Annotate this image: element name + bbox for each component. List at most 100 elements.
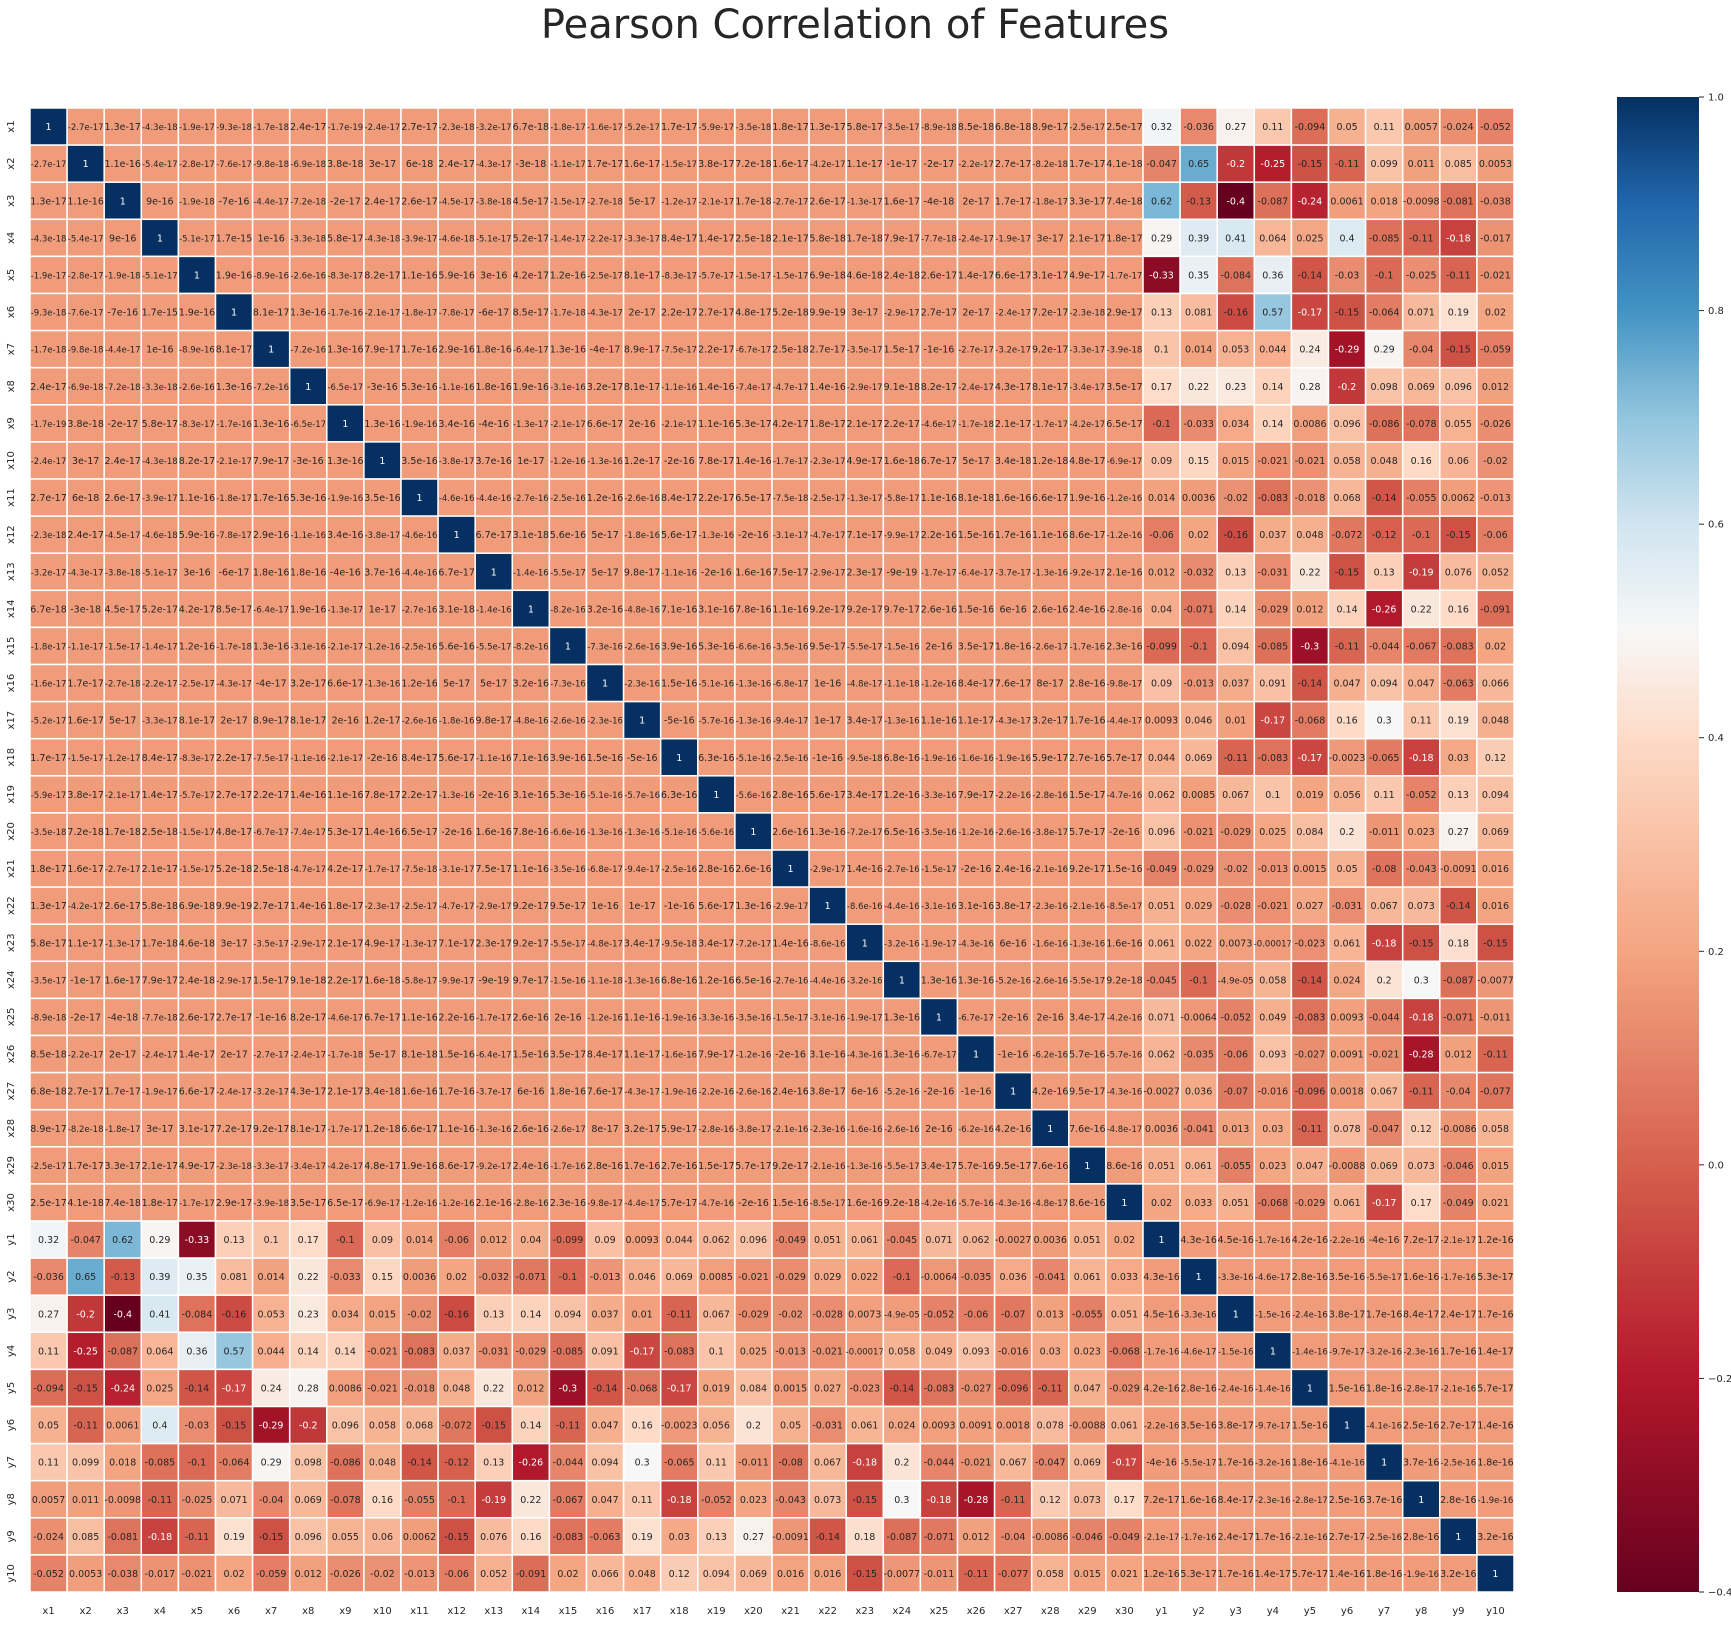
heatmap-cell-x22-x26 — [956, 886, 996, 925]
cell-value-label: -2.3e-17 — [365, 902, 401, 912]
heatmap-cell-x2-y2 — [1179, 144, 1218, 183]
heatmap-cell-x19-x15 — [548, 775, 588, 814]
heatmap-cell-x4-x11 — [400, 218, 439, 258]
heatmap-cell-x21-x8 — [288, 849, 328, 888]
cell-value-label: -0.14 — [593, 1383, 618, 1394]
cell-value-label: -4e-17 — [256, 679, 287, 690]
heatmap-cell-x8-x4 — [140, 366, 180, 406]
cell-value-label: 1 — [1492, 1569, 1498, 1580]
cell-value-label: -0.04 — [259, 1495, 284, 1506]
cell-value-label: -0.068 — [1258, 1198, 1289, 1209]
cell-value-label: -1.3e-16 — [736, 717, 772, 727]
cell-value-label: 0.099 — [72, 1458, 99, 1469]
cell-value-label: -0.099 — [1146, 641, 1177, 652]
heatmap-cell-x23-y2 — [1179, 923, 1218, 963]
cell-value-label: -0.15 — [1446, 345, 1471, 356]
cell-value-label: 4.3e-17 — [995, 382, 1031, 393]
heatmap-cell-x17-y9 — [1439, 700, 1478, 740]
heatmap-cell-x23-x15 — [548, 923, 588, 963]
cell-value-label: -0.033 — [330, 1272, 361, 1283]
cell-value-label: 0.2 — [1339, 827, 1354, 838]
cell-value-label: -0.044 — [1369, 641, 1400, 652]
cell-value-label: -4.3e-18 — [142, 457, 178, 467]
cell-value-label: 1.3e-16 — [958, 975, 994, 986]
cell-value-label: 6.7e-18 — [30, 604, 66, 615]
cell-value-label: 2.7e-17 — [921, 308, 957, 319]
cell-value-label: 0.036 — [1185, 1087, 1212, 1098]
heatmap-cell-x2-x24 — [882, 144, 922, 183]
cell-value-label: 0.025 — [146, 1383, 173, 1394]
cell-value-label: 1.7e-17 — [67, 1161, 103, 1172]
cell-value-label: -0.1 — [559, 1272, 578, 1283]
cell-value-label: -4.7e-16 — [698, 1199, 734, 1209]
cell-value-label: 0.03 — [1448, 753, 1469, 764]
cell-value-label: -7.2e-16 — [253, 383, 289, 393]
cell-value-label: 0.15 — [1188, 456, 1209, 467]
cell-value-label: -0.08 — [778, 1458, 803, 1469]
cell-value-label: 6.6e-17 — [995, 270, 1031, 281]
cell-value-label: 2.6e-17 — [105, 901, 141, 912]
cell-value-label: -2.4e-17 — [216, 1088, 252, 1098]
cell-value-label: 6e-18 — [406, 159, 433, 170]
cell-value-label: -1e-16 — [924, 345, 955, 356]
heatmap-cell-x4-x6 — [214, 218, 254, 258]
cell-value-label: -0.14 — [1298, 679, 1323, 690]
cell-value-label: -0.083 — [924, 1383, 955, 1394]
cell-value-label: -1.2e-16 — [921, 680, 957, 690]
cell-value-label: 1 — [454, 530, 460, 541]
cell-value-label: -0.19 — [1409, 567, 1434, 578]
cell-value-label: 0.062 — [703, 1235, 730, 1246]
cell-value-label: 6.9e-18 — [809, 270, 845, 281]
cell-value-label: -1.9e-18 — [179, 197, 215, 207]
cell-value-label: 3.8e-17 — [1218, 1421, 1254, 1432]
cell-value-label: 0.025 — [740, 1346, 767, 1357]
cell-value-label: -5.8e-17 — [402, 976, 438, 986]
heatmap-cell-x5-x6 — [214, 255, 254, 295]
heatmap-cell-x8-x16 — [585, 366, 625, 406]
cell-value-label: -9.9e-17 — [884, 531, 920, 541]
cell-value-label: 0.0036 — [1034, 1235, 1067, 1246]
cell-value-label: 1.4e-17 — [142, 790, 178, 801]
cell-value-label: 1.3e-16 — [735, 901, 771, 912]
cell-value-label: 3.5e-16 — [401, 456, 437, 467]
cell-value-label: 0.1 — [1265, 790, 1280, 801]
cell-value-label: -1.7e-16 — [216, 420, 252, 430]
cell-value-label: -4.6e-18 — [142, 531, 178, 541]
cell-value-label: -2.6e-16 — [179, 383, 215, 393]
cell-value-label: -0.17 — [222, 1383, 247, 1394]
cell-value-label: -5.4e-17 — [68, 234, 104, 244]
cell-value-label: -1.7e-16 — [1069, 642, 1105, 652]
x-tick-label-x7: x7 — [265, 1606, 277, 1617]
cell-value-label: 5.8e-17 — [142, 419, 178, 430]
heatmap-cell-x9-y2 — [1179, 404, 1218, 443]
cell-value-label: -0.013 — [404, 1569, 435, 1580]
cell-value-label: 1.1e-16 — [401, 1012, 437, 1023]
cell-value-label: 6e-16 — [999, 604, 1026, 615]
cell-value-label: -2.3e-16 — [810, 1125, 846, 1135]
cell-value-label: 0.03 — [1262, 1124, 1283, 1135]
cell-value-label: 2.9e-17 — [216, 1198, 252, 1209]
cell-value-label: 1 — [157, 233, 163, 244]
cell-value-label: 2.4e-17 — [1440, 1309, 1476, 1320]
cell-value-label: -1.2e-16 — [550, 457, 586, 467]
y-tick-label-x23: x23 — [6, 933, 17, 952]
cell-value-label: 0.18 — [854, 1532, 875, 1543]
heatmap-cell-x2-x16 — [585, 144, 625, 183]
cell-value-label: -2.5e-16 — [773, 754, 809, 764]
cell-value-label: -1.2e-16 — [736, 1051, 772, 1061]
heatmap-cell-x20-x10 — [363, 812, 402, 851]
cell-value-label: 8.2e-17 — [179, 456, 215, 467]
cell-value-label: 2.1e-17 — [772, 233, 808, 244]
heatmap-cell-x14-x20 — [734, 589, 773, 629]
cell-value-label: 0.11 — [1411, 716, 1432, 727]
cell-value-label: -7.8e-17 — [216, 531, 252, 541]
cell-value-label: -6.6e-16 — [736, 642, 772, 652]
cell-value-label: 1.3e-16 — [550, 345, 586, 356]
heatmap-cell-x20-x30 — [1105, 812, 1144, 851]
cell-value-label: 2.7e-17 — [1440, 1421, 1476, 1432]
cell-value-label: -0.071 — [516, 1272, 547, 1283]
cell-value-label: -4.4e-16 — [884, 902, 920, 912]
cell-value-label: 4.5e-16 — [1218, 1235, 1254, 1246]
cell-value-label: -4e-16 — [330, 567, 361, 578]
heatmap-cell-x14-x11 — [400, 589, 439, 629]
